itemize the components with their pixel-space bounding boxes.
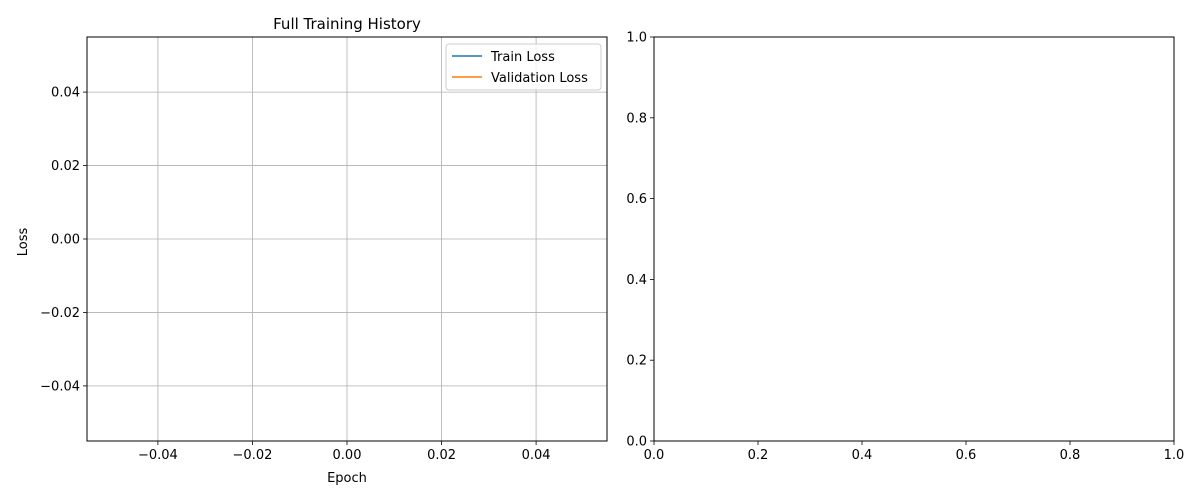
x-tick-label: −0.04 [138,448,178,463]
legend-box [445,43,602,91]
y-tick-label: 0.4 [626,273,647,288]
y-ticks: −0.04 −0.02 0.00 0.02 0.04 [40,86,87,394]
y-tick-label: 0.0 [626,435,647,450]
x-tick-label: 0.0 [644,448,665,463]
y-tick-label: 0.00 [51,233,80,248]
chart-title: Full Training History [273,15,421,33]
x-tick-label: 1.0 [1164,448,1185,463]
x-tick-label: 0.00 [333,448,362,463]
x-tick-label: 0.8 [1060,448,1081,463]
x-tick-label: 0.2 [748,448,769,463]
y-ticks: 0.0 0.2 0.4 0.6 0.8 1.0 [626,31,654,450]
y-axis-label: Loss [16,228,31,257]
x-tick-label: −0.02 [233,448,273,463]
plot-frame [86,36,608,442]
y-tick-label: 0.8 [626,111,647,126]
legend-label-validation-loss: Validation Loss [491,71,588,86]
legend-label-train-loss: Train Loss [490,50,555,65]
x-tick-label: 0.4 [852,448,873,463]
grid-lines [87,37,607,441]
x-ticks: −0.04 −0.02 0.00 0.02 0.04 [138,441,551,463]
plot-frame [653,36,1175,442]
x-axis-label: Epoch [327,471,367,486]
x-tick-label: 0.6 [956,448,977,463]
x-ticks: 0.0 0.2 0.4 0.6 0.8 1.0 [644,441,1185,463]
y-tick-label: 0.02 [51,159,80,174]
legend: Train Loss Validation Loss [445,43,602,91]
y-tick-label: −0.02 [40,306,80,321]
training-history-chart: Full Training History Epoch Loss −0.04 −0… [16,15,608,486]
x-tick-label: 0.04 [522,448,551,463]
y-tick-label: 0.2 [626,354,647,369]
x-tick-label: 0.02 [427,448,456,463]
empty-chart: 0.0 0.2 0.4 0.6 0.8 1.0 0.0 0.2 0.4 0.6 0.8 1.0 [626,31,1184,464]
y-tick-label: 0.04 [51,86,80,101]
y-tick-label: 0.6 [626,192,647,207]
y-tick-label: −0.04 [40,379,80,394]
y-tick-label: 1.0 [626,31,647,46]
